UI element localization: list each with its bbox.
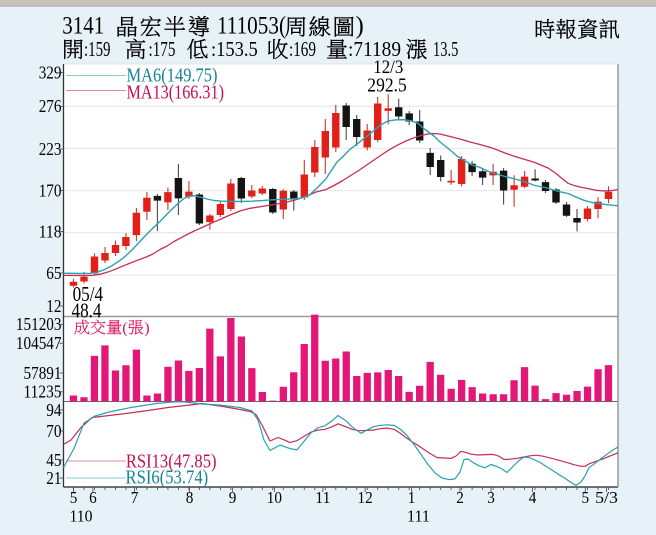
svg-text:4: 4: [529, 488, 537, 507]
svg-text:MA13(166.31): MA13(166.31): [127, 82, 225, 104]
svg-text:65: 65: [46, 263, 61, 283]
svg-text::71189: :71189: [348, 37, 401, 61]
svg-text:12: 12: [46, 296, 61, 316]
svg-text:57891: 57891: [24, 363, 62, 383]
svg-text:104547: 104547: [16, 333, 62, 353]
svg-text:(: (: [122, 319, 127, 337]
svg-text:): ): [356, 13, 364, 40]
svg-text:MA6(149.75): MA6(149.75): [127, 65, 218, 87]
svg-text:111: 111: [407, 507, 430, 526]
svg-text:223: 223: [39, 139, 62, 159]
svg-text:RSI6(53.74): RSI6(53.74): [126, 466, 209, 488]
svg-text::153.5: :153.5: [211, 37, 258, 61]
svg-text:111053(: 111053(: [217, 13, 286, 40]
svg-text:45: 45: [46, 450, 61, 470]
svg-text:94: 94: [46, 400, 61, 420]
svg-text:5: 5: [70, 488, 78, 507]
svg-text:8: 8: [186, 488, 194, 507]
svg-text::175: :175: [149, 37, 176, 61]
svg-text:7: 7: [131, 488, 139, 507]
svg-text:118: 118: [39, 221, 62, 241]
svg-text:): ): [144, 319, 149, 337]
svg-text:10: 10: [267, 488, 282, 507]
svg-text:RSI13(47.85): RSI13(47.85): [126, 451, 217, 473]
svg-text::169: :169: [289, 37, 316, 61]
svg-text:1: 1: [408, 488, 416, 507]
svg-text:292.5: 292.5: [367, 74, 407, 96]
svg-text:276: 276: [39, 96, 62, 116]
svg-text:05/4: 05/4: [73, 282, 104, 306]
svg-text:6: 6: [89, 488, 97, 507]
svg-text:3141: 3141: [62, 13, 104, 40]
svg-text:3: 3: [487, 488, 495, 507]
svg-text:2: 2: [456, 488, 464, 507]
svg-text:12: 12: [358, 488, 373, 507]
svg-text:5: 5: [582, 488, 590, 507]
svg-text:151203: 151203: [16, 314, 62, 334]
svg-text:13.5: 13.5: [433, 37, 458, 61]
svg-text:5/3: 5/3: [595, 488, 618, 507]
svg-text:11: 11: [315, 488, 330, 507]
svg-text:329: 329: [39, 62, 62, 82]
svg-text:11235: 11235: [24, 382, 62, 402]
svg-text:170: 170: [39, 180, 62, 200]
svg-text:70: 70: [46, 421, 61, 441]
svg-text:9: 9: [229, 488, 237, 507]
svg-text::159: :159: [84, 37, 111, 61]
svg-text:48.4: 48.4: [72, 299, 102, 323]
svg-text:110: 110: [70, 507, 93, 526]
svg-text:21: 21: [46, 468, 61, 488]
svg-text:12/3: 12/3: [373, 57, 403, 78]
